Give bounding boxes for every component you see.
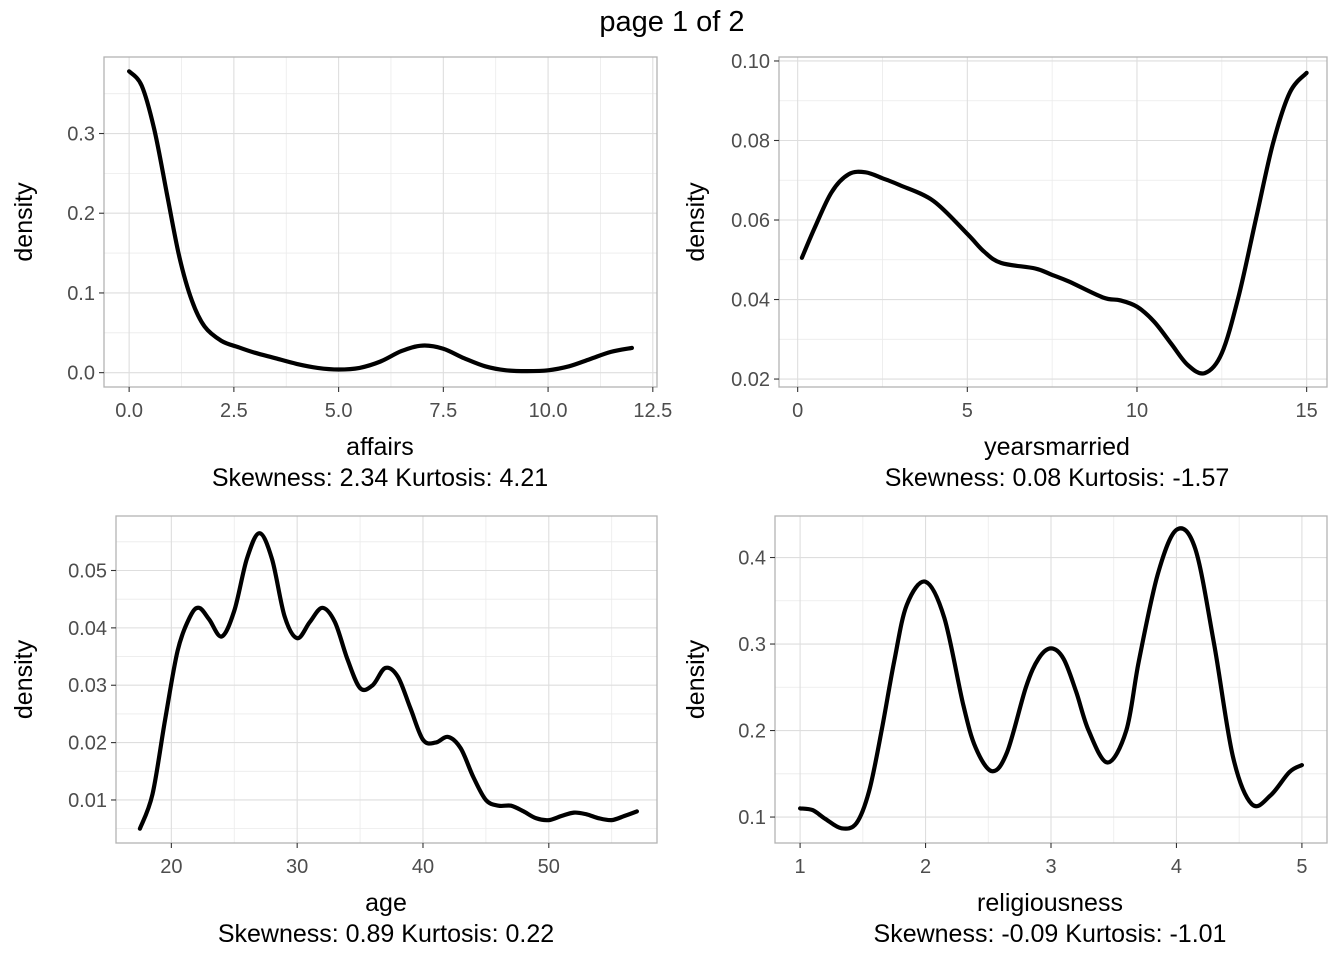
skewness-kurtosis-caption: Skewness: 0.08 Kurtosis: -1.57 bbox=[885, 464, 1230, 492]
density-plot-affairs: 0.0 2.5 5.0 7.5 10.0 12.5 0.0 0.1 0.2 0.3 affairs d… bbox=[10, 56, 672, 492]
x-tick-label: 2.5 bbox=[220, 400, 248, 422]
y-tick-label: 0.01 bbox=[68, 790, 107, 812]
x-tick-label: 15 bbox=[1296, 400, 1318, 422]
x-axis-title: age bbox=[365, 889, 407, 917]
plot-panel bbox=[116, 516, 657, 843]
y-tick-label: 0.04 bbox=[731, 290, 770, 312]
y-tick-label: 0.0 bbox=[67, 363, 95, 385]
x-tick-label: 50 bbox=[538, 856, 560, 878]
density-curve bbox=[127, 69, 634, 374]
panel-border bbox=[103, 56, 658, 388]
density-plot-age: 20 30 40 50 0.01 0.02 0.03 0.04 0.05 age density Sk… bbox=[10, 515, 658, 948]
y-tick-label: 0.05 bbox=[68, 561, 107, 583]
x-tick-label: 10.0 bbox=[529, 400, 568, 422]
x-tick-label: 5.0 bbox=[325, 400, 353, 422]
y-tick-label: 0.3 bbox=[738, 634, 766, 656]
x-tick-label: 20 bbox=[160, 856, 182, 878]
minor-gridlines bbox=[779, 57, 1327, 387]
x-tick-label: 12.5 bbox=[633, 400, 672, 422]
skewness-kurtosis-caption: Skewness: 2.34 Kurtosis: 4.21 bbox=[212, 464, 548, 492]
skewness-kurtosis-caption: Skewness: -0.09 Kurtosis: -1.01 bbox=[874, 920, 1227, 948]
y-tick-label: 0.02 bbox=[68, 733, 107, 755]
y-tick-label: 0.04 bbox=[68, 618, 107, 640]
density-plot-yearsmarried: 0 5 10 15 0.02 0.04 0.06 0.08 0.10 yearsmarried de… bbox=[682, 51, 1328, 492]
x-tick-label: 5 bbox=[1296, 856, 1307, 878]
x-tick-label: 40 bbox=[412, 856, 434, 878]
y-tick-label: 0.08 bbox=[731, 130, 770, 152]
density-curve bbox=[799, 70, 1309, 376]
density-curve bbox=[798, 526, 1304, 831]
y-axis-title: density bbox=[10, 639, 38, 719]
x-axis-title: affairs bbox=[346, 433, 414, 461]
x-tick-label: 0.0 bbox=[115, 400, 143, 422]
skewness-kurtosis-caption: Skewness: 0.89 Kurtosis: 0.22 bbox=[218, 920, 554, 948]
x-axis-title: religiousness bbox=[977, 889, 1123, 917]
x-tick-label: 10 bbox=[1126, 400, 1148, 422]
y-axis-title: density bbox=[682, 182, 710, 262]
density-plot-religiousness: 1 2 3 4 5 0.1 0.2 0.3 0.4 religiousness density Ske… bbox=[682, 515, 1328, 948]
y-tick-label: 0.1 bbox=[67, 283, 95, 305]
page-title: page 1 of 2 bbox=[599, 6, 745, 38]
x-tick-label: 0 bbox=[792, 400, 803, 422]
panel-border bbox=[115, 515, 658, 844]
x-tick-label: 7.5 bbox=[429, 400, 457, 422]
y-tick-label: 0.03 bbox=[68, 675, 107, 697]
x-tick-label: 5 bbox=[962, 400, 973, 422]
y-tick-label: 0.06 bbox=[731, 210, 770, 232]
plot-panel bbox=[779, 57, 1327, 387]
y-tick-label: 0.4 bbox=[738, 548, 766, 570]
x-tick-label: 3 bbox=[1045, 856, 1056, 878]
major-gridlines bbox=[104, 57, 657, 387]
major-gridlines bbox=[779, 57, 1327, 387]
y-tick-label: 0.2 bbox=[738, 721, 766, 743]
y-tick-label: 0.1 bbox=[738, 807, 766, 829]
x-axis-title: yearsmarried bbox=[984, 433, 1130, 461]
y-tick-label: 0.02 bbox=[731, 369, 770, 391]
y-tick-label: 0.3 bbox=[67, 124, 95, 146]
minor-gridlines bbox=[104, 57, 657, 387]
x-tick-label: 1 bbox=[795, 856, 806, 878]
y-tick-label: 0.10 bbox=[731, 51, 770, 73]
panel-border bbox=[778, 56, 1328, 388]
x-tick-label: 4 bbox=[1171, 856, 1182, 878]
y-axis-title: density bbox=[682, 639, 710, 719]
plot-panel bbox=[104, 57, 657, 387]
y-tick-label: 0.2 bbox=[67, 203, 95, 225]
y-axis-title: density bbox=[10, 182, 38, 262]
major-gridlines bbox=[775, 516, 1327, 843]
density-curve bbox=[137, 531, 639, 831]
x-tick-label: 30 bbox=[286, 856, 308, 878]
x-tick-label: 2 bbox=[920, 856, 931, 878]
